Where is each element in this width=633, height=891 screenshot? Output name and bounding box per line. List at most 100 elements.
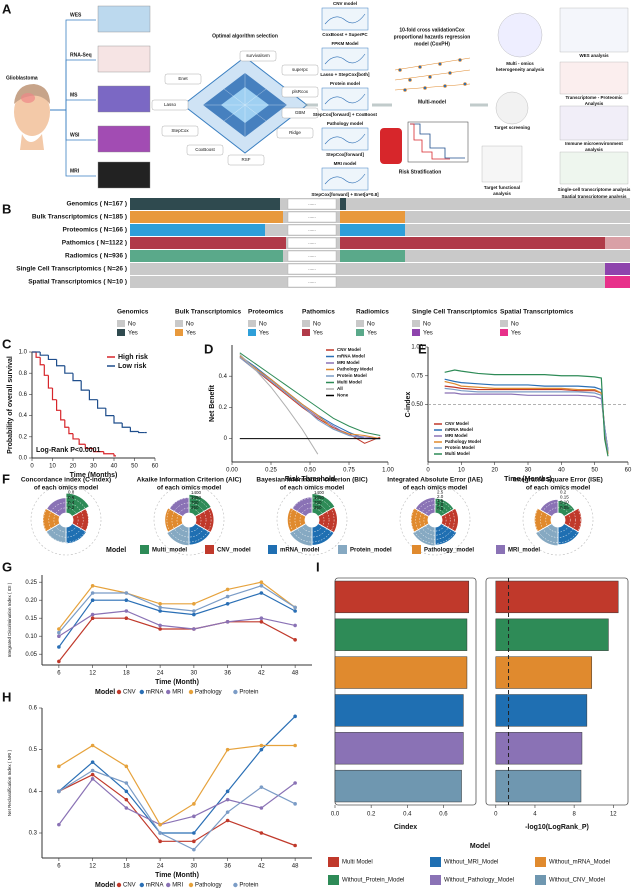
rose-outline [153, 484, 225, 556]
legend-swatch [356, 329, 364, 336]
survival-step [78, 438, 86, 445]
model-name: CNV model [333, 1, 357, 6]
legend-swatch [412, 320, 420, 327]
y-tick-label: 1.0 [19, 350, 28, 356]
x-tick-label: 48 [292, 671, 299, 677]
series-point [57, 634, 61, 638]
x-tick-label: 8 [572, 812, 576, 818]
series-point [225, 818, 230, 823]
legend-item: MRI [172, 690, 183, 696]
row-label: Proteomics ( N=166 ) [63, 227, 127, 234]
rose-grid [289, 497, 335, 543]
series-point [293, 843, 297, 848]
rose-grid [284, 492, 340, 548]
x-tick-label: 48 [292, 864, 299, 870]
legend-item: MRI_model [508, 548, 540, 554]
cv-title: proportional hazards regression [394, 34, 471, 40]
y-tick-label: 0.4 [29, 789, 38, 795]
legend-item: mRNA Model [337, 354, 365, 359]
x-axis-label: Time (Month) [155, 679, 199, 686]
legend-title: Model [95, 882, 115, 889]
x-tick-label: 0.6 [439, 812, 448, 818]
series-line [58, 715, 296, 834]
series-point [192, 839, 196, 844]
rose-outline [30, 484, 102, 556]
series-point [158, 822, 162, 827]
rose-wedge [166, 522, 190, 547]
series-point [124, 789, 129, 794]
y-axis-label: Net Reclassification Index ( NRI ) [7, 749, 12, 816]
series-point [57, 659, 61, 664]
x-tick-label: 50 [131, 464, 138, 470]
x-tick-label: 36 [224, 671, 231, 677]
rose-wedge [45, 522, 67, 544]
model-curve [324, 173, 366, 185]
rose-grid [423, 508, 447, 532]
legend-swatch [205, 545, 214, 554]
survival-step [103, 451, 114, 455]
legend-swatch [248, 320, 256, 327]
rose-outline [399, 484, 471, 556]
analysis-label: Multi - omics [506, 61, 534, 66]
connector [50, 109, 96, 177]
rose-tick-label: 1050 [191, 495, 202, 500]
survival-step [47, 355, 57, 361]
x-tick-label: 24 [157, 864, 164, 870]
series-point [124, 797, 129, 802]
model-box [321, 87, 369, 111]
rose-tick-label: 0.5 [437, 506, 444, 511]
rose-wedge [291, 496, 313, 518]
x-tick-label: 36 [224, 864, 231, 870]
heatmap-row [130, 276, 630, 288]
ellipsis: ...... [308, 240, 316, 245]
rose-tick-label: 0.15 [560, 495, 569, 500]
series-line [239, 357, 381, 440]
row-label: Genomics ( N=167 ) [66, 201, 127, 208]
legend-item: mRNA Model [445, 427, 473, 432]
x-axis-label: Risk Threshold [285, 476, 336, 483]
y-tick-label: 0.4 [219, 374, 228, 380]
rose-title: of each omics model [34, 485, 98, 492]
legend-item: Pathology Model [337, 367, 373, 372]
series-point [293, 802, 297, 806]
heatmap-segment [340, 211, 405, 223]
bar [495, 580, 619, 614]
rose-wedge [539, 499, 559, 518]
analysis-label: Immune microenvironment [565, 141, 623, 146]
rose-tick-label: 0.4 [68, 500, 75, 505]
rose-tick-label: 0.8 [68, 490, 75, 495]
algorithm: GBM [295, 110, 306, 115]
survival-step [84, 444, 94, 450]
model-name: MRI model [334, 161, 357, 166]
series-line [58, 773, 296, 847]
survival-step [80, 380, 90, 391]
legend-title: Spatial Transcriptomics [500, 309, 574, 316]
rose-tick-label: 700 [191, 500, 199, 505]
y-tick-label: 0.50 [411, 402, 423, 408]
survival-step [68, 427, 73, 435]
series-point [293, 623, 297, 628]
risk-label: Risk Stratification [399, 169, 442, 175]
modality-image [97, 85, 151, 113]
x-tick-label: 0.2 [367, 812, 376, 818]
legend-swatch [430, 857, 441, 867]
rose-outline [276, 484, 348, 556]
series-point [90, 768, 95, 773]
modality-label: RNA-Seq [70, 52, 92, 58]
algorithm: CoxBoost [195, 147, 215, 152]
model-curve [324, 53, 366, 65]
heatmap-segment [130, 250, 283, 262]
series-point [259, 743, 264, 748]
series-point [293, 714, 297, 719]
series-point [90, 591, 95, 595]
x-tick-label: 1.00 [382, 468, 394, 474]
y-tick-label: 1.00 [411, 345, 423, 351]
modality-label: WES [70, 12, 82, 18]
series-point [259, 831, 264, 835]
x-tick-label: 18 [123, 671, 130, 677]
rose-tick-label: 2.0 [437, 494, 444, 499]
series-point [225, 747, 230, 752]
series-point [293, 605, 297, 610]
y-tick-label: 0.3 [29, 831, 38, 837]
algo-box [227, 154, 265, 166]
